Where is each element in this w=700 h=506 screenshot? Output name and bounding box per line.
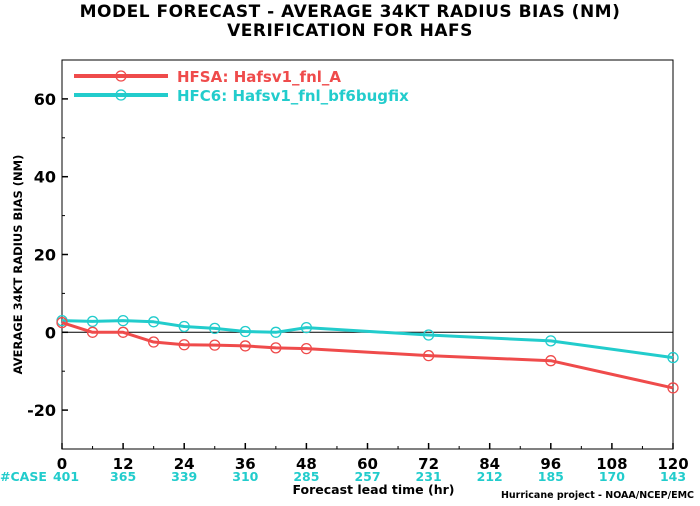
case-count: 212 [477, 469, 503, 484]
case-count: 257 [354, 469, 380, 484]
x-tick-label: 36 [235, 455, 256, 473]
legend-marker [115, 89, 127, 101]
case-count: 185 [538, 469, 564, 484]
case-count: 231 [416, 469, 442, 484]
data-point [178, 320, 190, 333]
x-axis-label: Forecast lead time (hr) [293, 482, 455, 497]
case-label: #CASE [0, 469, 47, 484]
x-tick-label: 96 [540, 455, 561, 473]
data-point [147, 316, 160, 328]
case-count: 339 [171, 469, 197, 484]
data-point [422, 349, 435, 362]
data-point [422, 329, 435, 341]
x-tick-label: 0 [57, 455, 67, 473]
case-count: 310 [232, 469, 258, 484]
x-tick-label: 120 [657, 455, 688, 473]
data-point [209, 339, 221, 351]
y-tick-label: 40 [34, 168, 56, 187]
data-point [667, 351, 679, 364]
data-point [117, 314, 129, 327]
footer-credit: Hurricane project - NOAA/NCEP/EMC [500, 490, 694, 501]
data-point [239, 325, 251, 338]
y-tick-label: 0 [45, 323, 56, 342]
case-count: 143 [660, 469, 686, 484]
y-tick-label: 60 [34, 90, 56, 109]
data-point [147, 336, 160, 348]
data-point [545, 355, 557, 367]
data-point [209, 322, 221, 335]
data-point [178, 339, 190, 351]
x-tick-label: 60 [357, 455, 378, 473]
data-point [300, 321, 313, 334]
x-tick-label: 108 [596, 455, 627, 473]
x-tick-label: 48 [296, 455, 317, 473]
legend-marker [115, 70, 127, 82]
legend-label: HFSA: Hafsv1_fnl_A [177, 68, 341, 86]
x-tick-label: 12 [113, 455, 134, 473]
y-tick-label: 20 [34, 246, 56, 265]
case-count: 365 [110, 469, 136, 484]
data-point [270, 326, 282, 338]
y-tick-label: -20 [27, 401, 56, 420]
data-point [117, 326, 129, 338]
data-point [239, 340, 251, 352]
x-tick-label: 84 [479, 455, 500, 473]
data-point [86, 326, 99, 338]
case-count: 170 [599, 469, 625, 484]
legend-label: HFC6: Hafsv1_fnl_bf6bugfix [177, 87, 409, 105]
x-tick-label: 72 [418, 455, 439, 473]
y-axis-label: AVERAGE 34KT RADIUS BIAS (NM) [11, 155, 25, 375]
x-tick-label: 24 [174, 455, 195, 473]
plot-frame [61, 59, 674, 450]
data-point [667, 382, 679, 394]
data-point [545, 335, 557, 347]
case-count: 285 [293, 469, 319, 484]
chart-subtitle: VERIFICATION FOR HAFS [227, 21, 473, 41]
case-count: 401 [53, 469, 79, 484]
data-point [86, 315, 99, 328]
data-point [300, 342, 313, 355]
chart-title: MODEL FORECAST - AVERAGE 34KT RADIUS BIA… [79, 2, 621, 22]
data-point [56, 316, 68, 329]
data-point [270, 342, 282, 354]
